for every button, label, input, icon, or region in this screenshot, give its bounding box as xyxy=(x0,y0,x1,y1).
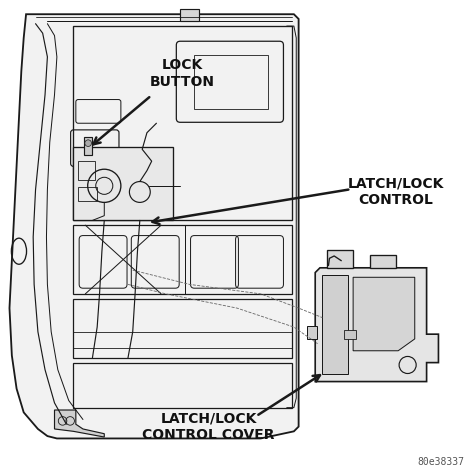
Bar xyxy=(73,26,292,220)
Text: 80e38337: 80e38337 xyxy=(418,457,465,467)
Bar xyxy=(84,137,92,155)
Text: LATCH/LOCK
CONTROL: LATCH/LOCK CONTROL xyxy=(347,177,444,207)
Bar xyxy=(73,299,292,358)
Bar xyxy=(327,250,353,268)
Polygon shape xyxy=(9,14,299,438)
Polygon shape xyxy=(315,268,438,382)
Text: LATCH/LOCK
CONTROL COVER: LATCH/LOCK CONTROL COVER xyxy=(142,411,275,442)
Text: LOCK
BUTTON: LOCK BUTTON xyxy=(150,58,215,89)
Polygon shape xyxy=(55,410,104,437)
Bar xyxy=(78,187,97,201)
Bar xyxy=(307,326,317,339)
Circle shape xyxy=(85,140,91,146)
Bar xyxy=(322,275,348,374)
Bar xyxy=(73,225,292,294)
Bar xyxy=(73,363,292,408)
Bar xyxy=(370,255,396,268)
Polygon shape xyxy=(353,277,415,351)
Bar xyxy=(73,147,173,220)
Bar xyxy=(194,55,268,109)
Bar xyxy=(344,330,356,339)
Bar xyxy=(180,9,199,21)
Bar xyxy=(78,161,95,180)
